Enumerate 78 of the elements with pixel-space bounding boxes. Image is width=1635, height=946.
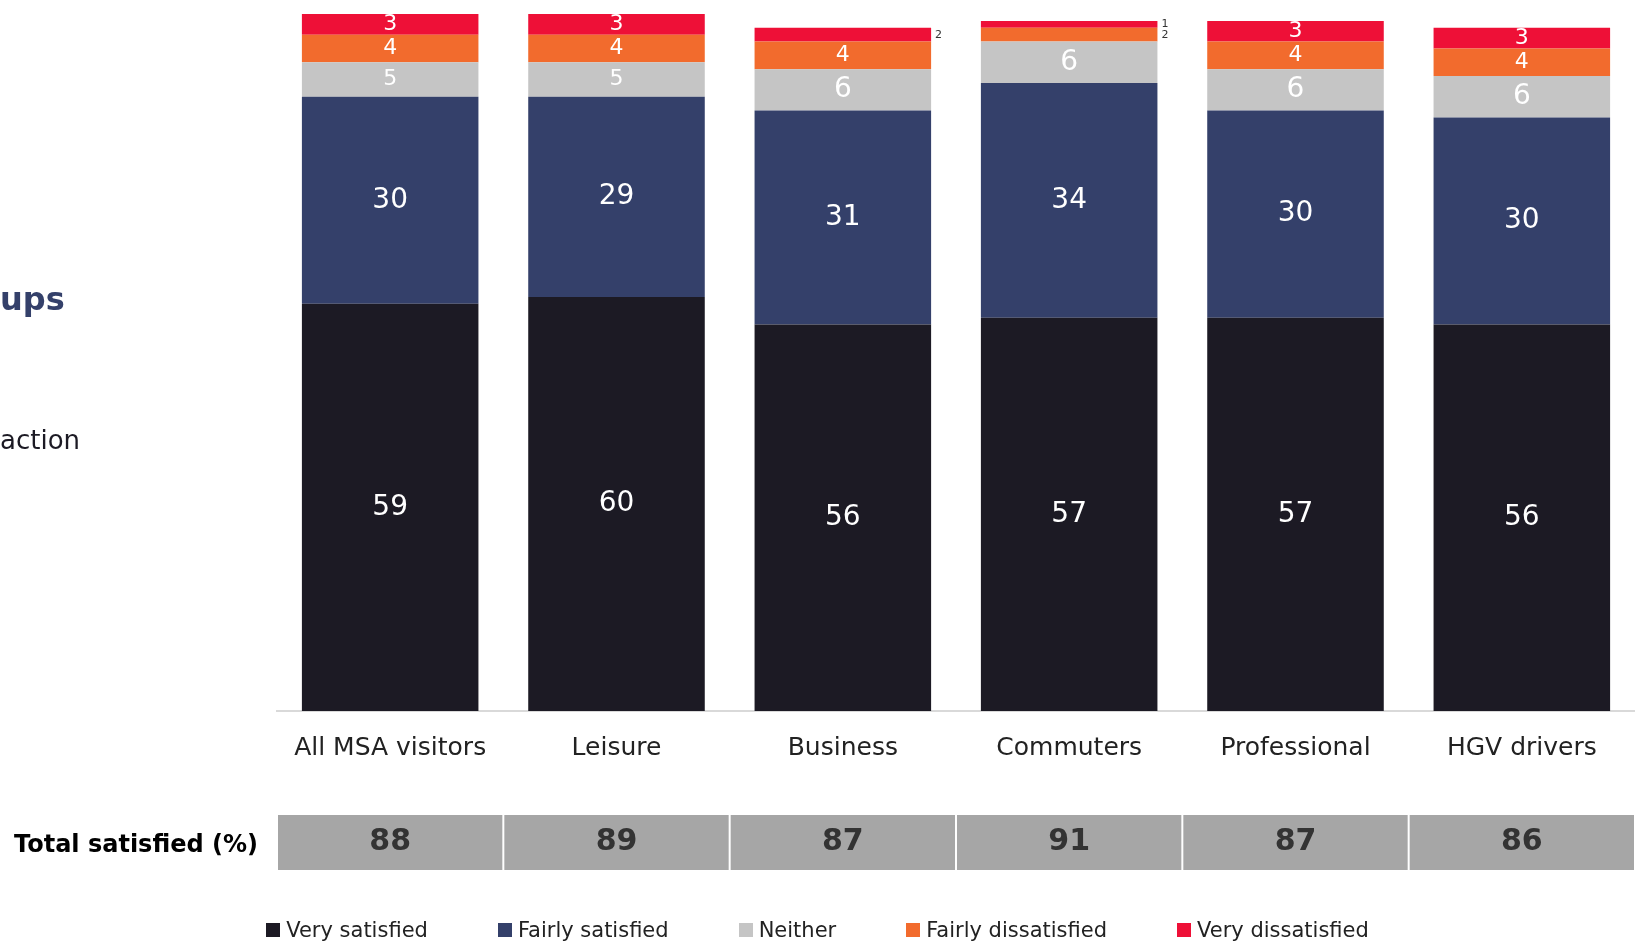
data-label: 4 [1288,41,1303,67]
bar [528,14,705,35]
bar [754,41,932,70]
text: action [0,425,81,455]
bar [980,41,1158,84]
data-label: 29 [598,178,635,212]
bar [301,34,479,63]
bar [754,324,932,711]
x-tick-label: HGV drivers [1446,731,1597,761]
bar [1207,69,1384,111]
data-label: 59 [372,488,408,522]
text: 87 [1274,822,1317,858]
legend-label: Very satisfied [286,918,428,942]
data-label: 3 [383,10,398,36]
bar [528,296,705,711]
data-label: 30 [1504,202,1540,236]
legend-label: Fairly satisfied [517,918,669,942]
data-label: 3 [1288,16,1303,42]
data-label: 4 [835,41,850,67]
data-label: 4 [383,34,398,60]
bar [1433,117,1611,325]
data-label: 60 [598,485,635,519]
data-label: 56 [825,499,861,533]
text: 88 [369,822,412,858]
bar [1207,110,1384,318]
text: 91 [1048,822,1091,858]
x-tick-label: Business [787,731,898,761]
bar [980,83,1158,318]
data-label: 3 [1514,23,1529,49]
x-tick-label: Leisure [571,731,662,761]
data-label: 34 [1051,181,1087,215]
data-label: 4 [609,34,624,60]
bar [301,62,479,97]
bar [528,96,705,297]
bar [1433,27,1611,49]
data-label: 31 [825,198,861,232]
data-label: 5 [609,65,624,91]
data-label: 30 [372,181,408,215]
x-tick-label: Professional [1220,731,1371,761]
data-label: 56 [1504,499,1540,533]
legend-label: Neither [758,918,837,942]
bar [980,20,1158,28]
bar [301,96,479,304]
legend-label: Fairly dissatisfied [926,918,1108,942]
text: 86 [1500,822,1543,858]
x-tick-label: Commuters [996,731,1143,761]
bar [1207,20,1384,42]
legend-label: Very dissatisfied [1197,918,1369,942]
data-label: 5 [383,65,398,91]
text: 89 [595,822,638,858]
bar [1207,317,1384,711]
data-label: 57 [1277,495,1314,529]
data-label: 6 [833,71,852,105]
text: ups [0,280,65,318]
data-label: 6 [1286,71,1305,105]
text: 87 [821,822,864,858]
bar [1433,324,1611,711]
x-tick-label: All MSA visitors [294,731,487,761]
bar [528,34,705,63]
bar [1207,41,1384,70]
data-label: 3 [609,10,624,36]
data-label: 57 [1051,495,1087,529]
bar [528,62,705,97]
bar [980,317,1158,711]
bar [754,27,932,42]
bar [1433,76,1611,118]
bar [1433,48,1611,77]
data-label: 6 [1512,78,1531,112]
data-label: 4 [1514,48,1529,74]
bar [754,110,932,325]
data-label: 6 [1060,43,1079,77]
bar [301,14,479,35]
data-label: 30 [1277,195,1314,229]
bar [754,69,932,111]
bar [980,27,1158,42]
bar [301,303,479,711]
text: Total satisfied (%) [14,830,258,858]
data-label: 2 [935,27,943,41]
